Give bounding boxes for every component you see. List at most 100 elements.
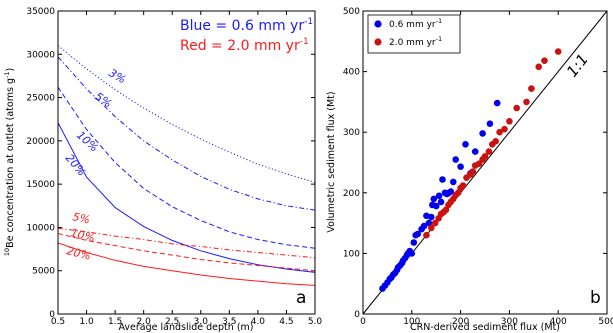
scatter-point-blue xyxy=(414,230,422,238)
scatter-point-blue xyxy=(452,156,460,163)
scatter-point-red xyxy=(541,57,548,64)
scatter-point-red xyxy=(481,153,489,160)
x-tick-label: 3.5 xyxy=(222,317,236,327)
scatter-point-red xyxy=(459,182,467,189)
x-tick-label: 1.0 xyxy=(79,317,94,327)
scatter-point-blue xyxy=(420,222,428,230)
series-line-blue-10pct xyxy=(58,86,315,249)
annotation-red-5pct: 5% xyxy=(71,210,91,226)
annotation-blue-20pct: 20% xyxy=(63,152,89,179)
panel-a-frame xyxy=(57,10,316,315)
y-tick-label: 200 xyxy=(343,189,360,199)
y-tick-label: 0 xyxy=(354,310,360,320)
x-tick-label: 2.5 xyxy=(165,317,179,327)
panel-b-ticks: 0 100 200 300 400 500 0 100 200 300 400 500 xyxy=(343,7,613,327)
scatter-point-blue xyxy=(430,195,438,203)
scatter-point-red xyxy=(523,98,530,106)
series-line-red-5pct xyxy=(58,227,315,259)
scatter-point-blue xyxy=(450,178,457,186)
annotation-blue-3pct: 3% xyxy=(107,66,129,86)
x-tick-label: 5.0 xyxy=(308,317,323,327)
panel-a-xlabel: Average landslide depth (m) xyxy=(118,322,253,333)
series-line-red-20pct xyxy=(58,242,315,286)
scatter-point-red xyxy=(485,148,493,155)
x-tick-label: 3.0 xyxy=(194,317,209,327)
scatter-point-blue xyxy=(457,163,464,170)
y-tick-label: 25000 xyxy=(26,94,55,104)
y-tick-label: 500 xyxy=(343,7,360,17)
scatter-point-red xyxy=(492,138,500,145)
scatter-point-red xyxy=(469,168,477,175)
series-line-red-10pct xyxy=(58,233,315,272)
scatter-point-red xyxy=(428,224,435,232)
y-tick-label: 30000 xyxy=(26,50,55,60)
scatter-point-blue xyxy=(462,141,469,148)
x-tick-label: 0.5 xyxy=(51,317,65,327)
x-tick-label: 4.5 xyxy=(279,317,293,327)
scatter-point-red xyxy=(423,231,430,239)
y-tick-label: 35000 xyxy=(26,7,55,17)
scatter-point-red xyxy=(554,48,562,55)
y-tick-label: 20000 xyxy=(26,137,55,147)
x-tick-label: 0 xyxy=(360,317,366,327)
series-line-blue-5pct xyxy=(58,56,315,211)
panel-b-label: b xyxy=(590,288,601,308)
legend-label-blue: 0.6 mm yr-1 xyxy=(389,17,442,30)
panel-b-legend: 0.6 mm yr-1 2.0 mm yr-1 xyxy=(367,14,461,54)
scatter-point-blue xyxy=(493,99,501,107)
x-tick-label: 100 xyxy=(403,317,420,327)
scatter-point-blue xyxy=(471,148,479,155)
x-tick-label: 300 xyxy=(501,317,518,327)
panel-a-ylabel: 10Be concentration at outlet (atoms g-1) xyxy=(3,68,16,256)
annotation-blue-10pct: 10% xyxy=(74,129,101,155)
panel-b-frame xyxy=(362,10,608,315)
panel-a-line-chart: 0.5 1.0 1.5 2.0 2.5 3.0 3.5 4.0 4.5 5.0 0 5000 10000… xyxy=(3,7,322,333)
one-to-one-label: 1:1 xyxy=(563,50,592,80)
y-tick-label: 10000 xyxy=(26,223,55,233)
scatter-point-blue xyxy=(486,120,494,127)
scatter-point-blue xyxy=(439,176,446,183)
panel-a-series xyxy=(58,45,315,286)
series-line-blue-3pct xyxy=(58,45,315,183)
annotation-red-20pct: 20% xyxy=(65,244,92,263)
x-tick-label: 400 xyxy=(550,317,567,327)
panel-b-xlabel: CRN-derived sediment flux (Mt) xyxy=(410,322,560,333)
scatter-point-blue xyxy=(435,192,443,200)
scatter-point-blue xyxy=(447,188,455,195)
y-tick-label: 100 xyxy=(343,249,360,259)
panel-b-points xyxy=(379,48,562,292)
annotation-blue-5pct: 5% xyxy=(92,90,114,111)
x-tick-label: 1.5 xyxy=(108,317,122,327)
y-tick-label: 300 xyxy=(343,128,360,138)
scatter-point-blue xyxy=(437,198,445,206)
scatter-point-blue xyxy=(432,202,440,210)
panel-b-scatter-chart: 0 100 200 300 400 500 0 100 200 300 400 500 1:1 0.6… xyxy=(326,7,613,333)
x-tick-label: 500 xyxy=(598,317,613,327)
scatter-point-red xyxy=(431,219,439,227)
legend-box xyxy=(367,14,461,54)
legend-marker-blue xyxy=(374,20,382,28)
y-tick-label: 400 xyxy=(343,68,360,78)
scatter-point-red xyxy=(528,85,535,92)
scatter-point-blue xyxy=(408,250,416,257)
scatter-point-red xyxy=(496,128,503,136)
panel-a-label: a xyxy=(296,288,306,308)
scatter-point-red xyxy=(506,118,513,125)
x-tick-label: 200 xyxy=(452,317,469,327)
x-tick-label: 4.0 xyxy=(251,317,266,327)
y-tick-label: 5000 xyxy=(32,267,55,277)
legend-marker-red xyxy=(374,38,382,46)
x-tick-label: 2.0 xyxy=(137,317,152,327)
panel-b-ylabel: Volumetric sediment flux (Mt) xyxy=(326,91,337,232)
legend-blue: Blue = 0.6 mm yr-1 xyxy=(180,17,313,34)
legend-label-red: 2.0 mm yr-1 xyxy=(389,35,442,48)
y-tick-label: 0 xyxy=(49,310,55,320)
scatter-point-red xyxy=(513,104,520,112)
scatter-point-blue xyxy=(479,130,486,137)
scatter-point-blue xyxy=(410,239,418,246)
scatter-point-red xyxy=(442,206,450,214)
scatter-point-red xyxy=(501,125,508,133)
annotation-red-10pct: 10% xyxy=(69,226,96,245)
scatter-point-blue xyxy=(428,213,435,221)
